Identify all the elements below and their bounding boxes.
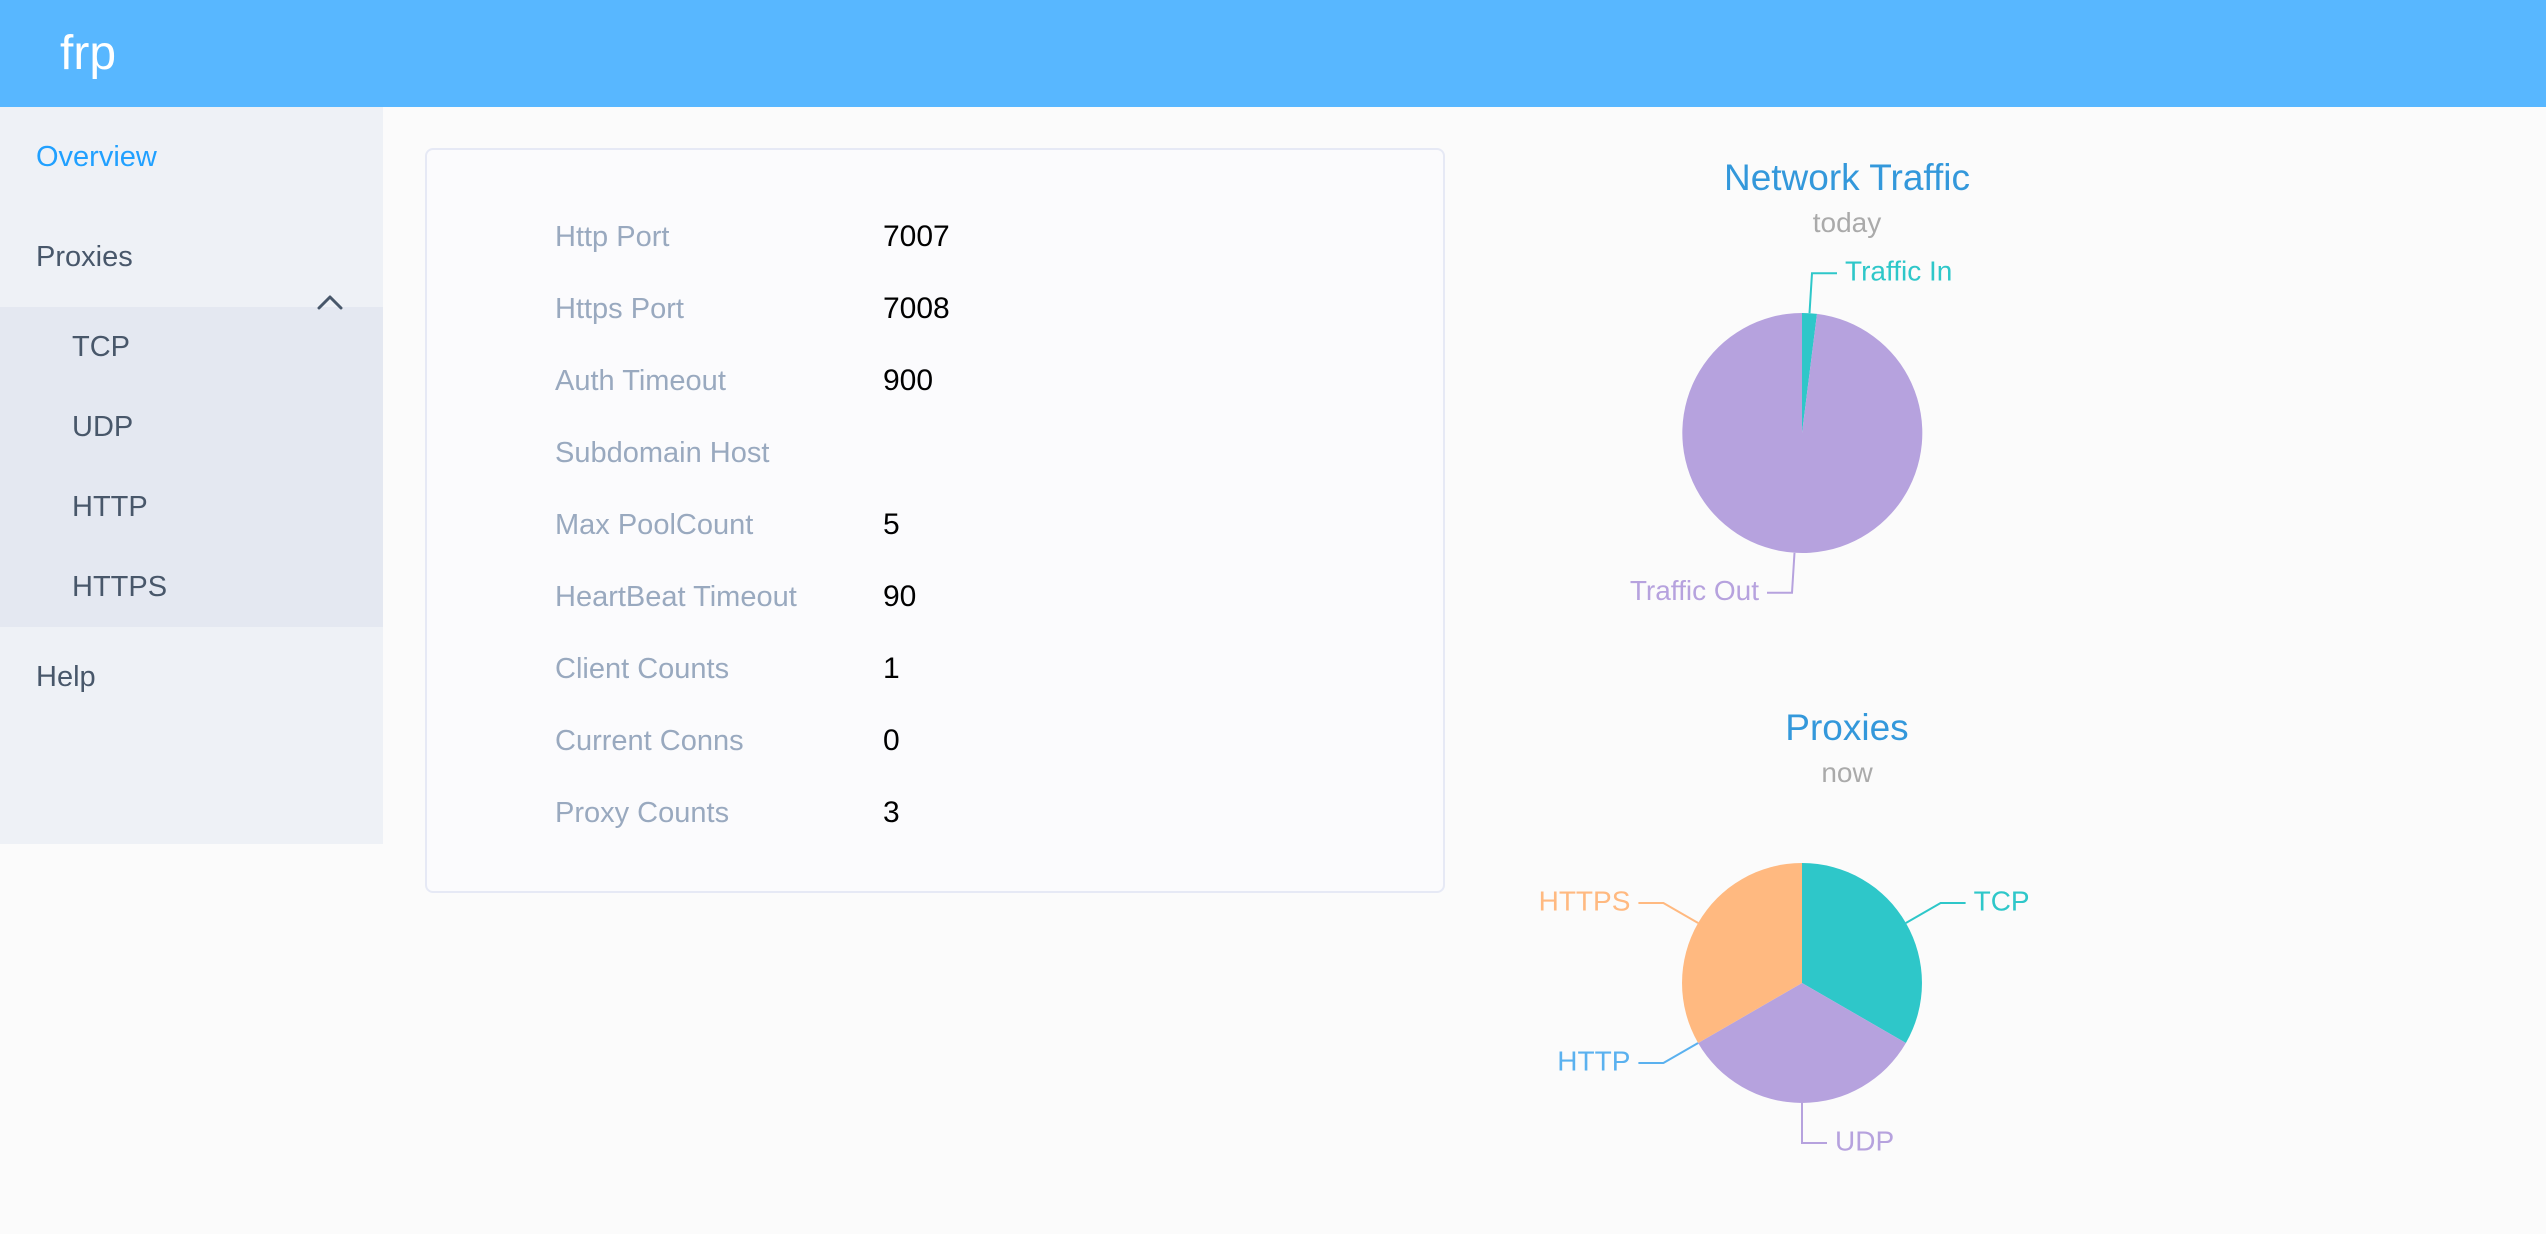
sidebar-item-overview[interactable]: Overview xyxy=(0,107,383,207)
config-value: 7008 xyxy=(883,292,950,325)
config-label: Https Port xyxy=(555,293,684,325)
http-label-line xyxy=(1638,1042,1699,1064)
sidebar-item-label: HTTPS xyxy=(72,571,168,603)
traffic-out-label-line xyxy=(1767,552,1796,594)
sidebar-item-label: Overview xyxy=(36,141,157,173)
http-label: HTTP xyxy=(1557,1045,1630,1076)
config-label: Max PoolCount xyxy=(555,509,754,541)
sidebar-item-label: Help xyxy=(36,661,96,693)
config-value: 3 xyxy=(883,796,900,829)
network-traffic-chart: Network Traffic today Traffic In Traffic Ou… xyxy=(1630,157,1970,606)
proxies-chart: Proxies now TCP UDP HTTP HTTPS xyxy=(1539,707,2030,1156)
config-label: Subdomain Host xyxy=(555,437,770,469)
sidebar-item-udp[interactable]: UDP xyxy=(0,387,383,467)
config-row-https-port: Https Port 7008 xyxy=(427,273,1443,345)
sidebar-item-label: HTTP xyxy=(72,491,148,523)
proxies-submenu: TCP UDP HTTP HTTPS xyxy=(0,307,383,627)
network-traffic-slice-traffic-out[interactable] xyxy=(1682,313,1923,553)
tcp-label: TCP xyxy=(1974,885,2030,916)
tcp-label-line xyxy=(1905,902,1966,924)
config-label: HeartBeat Timeout xyxy=(555,581,797,613)
https-label: HTTPS xyxy=(1539,885,1631,916)
config-row-max-poolcount: Max PoolCount 5 xyxy=(427,489,1443,561)
config-row-auth-timeout: Auth Timeout 900 xyxy=(427,345,1443,417)
config-row-current-conns: Current Conns 0 xyxy=(427,705,1443,777)
network-traffic-chart-subtitle: today xyxy=(1813,207,1882,238)
https-label-line xyxy=(1638,902,1699,924)
sidebar-item-help[interactable]: Help xyxy=(0,627,383,727)
config-label: Client Counts xyxy=(555,653,730,685)
config-row-http-port: Http Port 7007 xyxy=(427,201,1443,273)
app-header: frp xyxy=(0,0,2546,107)
traffic-in-label: Traffic In xyxy=(1845,256,1952,287)
sidebar-item-label: UDP xyxy=(72,411,134,443)
config-value: 5 xyxy=(883,508,900,541)
config-row-subdomain-host: Subdomain Host xyxy=(427,417,1443,489)
udp-label: UDP xyxy=(1835,1125,1894,1156)
traffic-in-label-line xyxy=(1808,272,1837,314)
config-label: Current Conns xyxy=(555,725,744,757)
sidebar-item-proxies[interactable]: Proxies xyxy=(0,207,383,310)
config-label: Http Port xyxy=(555,221,670,253)
config-label: Auth Timeout xyxy=(555,365,726,397)
proxies-chart-subtitle: now xyxy=(1821,757,1873,788)
proxies-slice-udp[interactable] xyxy=(1698,983,1906,1103)
udp-label-line xyxy=(1801,1103,1827,1144)
traffic-out-label: Traffic Out xyxy=(1630,575,1759,606)
sidebar-item-tcp[interactable]: TCP xyxy=(0,307,383,387)
sidebar-item-https[interactable]: HTTPS xyxy=(0,547,383,627)
sidebar-item-label: Proxies xyxy=(36,241,133,273)
sidebar-item-label: TCP xyxy=(72,331,130,363)
config-value: 0 xyxy=(883,724,900,757)
sidebar-item-http[interactable]: HTTP xyxy=(0,467,383,547)
server-info-rows: Http Port 7007 Https Port 7008 Auth Timeou… xyxy=(427,201,1443,849)
server-info-card: Http Port 7007 Https Port 7008 Auth Timeou… xyxy=(425,148,1445,893)
config-row-client-counts: Client Counts 1 xyxy=(427,633,1443,705)
app-logo: frp xyxy=(60,27,117,80)
config-value: 900 xyxy=(883,364,934,397)
chevron-up-icon xyxy=(317,251,343,351)
config-row-proxy-counts: Proxy Counts 3 xyxy=(427,777,1443,849)
config-row-heartbeat-timeout: HeartBeat Timeout 90 xyxy=(427,561,1443,633)
config-value: 90 xyxy=(883,580,917,613)
config-value: 7007 xyxy=(883,220,950,253)
proxies-slice-https[interactable] xyxy=(1682,863,1802,1043)
network-traffic-slice-traffic-in[interactable] xyxy=(1802,312,1817,433)
proxies-chart-title: Proxies xyxy=(1785,707,1908,748)
config-value: 1 xyxy=(883,652,900,685)
sidebar: Overview Proxies TCP UDP HTTP HTTPS Help xyxy=(0,107,383,844)
network-traffic-chart-title: Network Traffic xyxy=(1724,157,1970,198)
proxies-slice-tcp[interactable] xyxy=(1802,863,1922,1043)
config-label: Proxy Counts xyxy=(555,797,730,829)
